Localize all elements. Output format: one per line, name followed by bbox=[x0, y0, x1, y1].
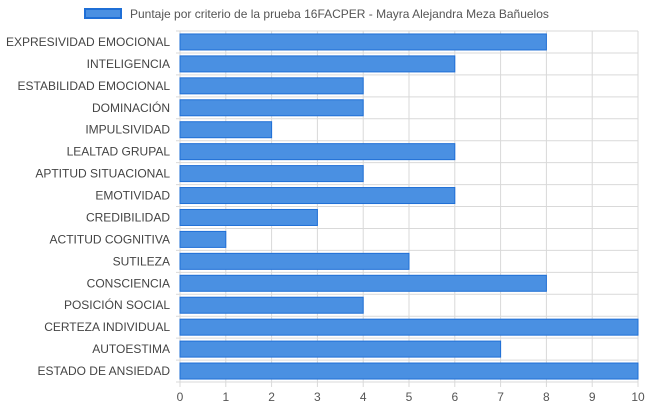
category-label: ESTABILIDAD EMOCIONAL bbox=[18, 79, 171, 93]
x-tick-label: 5 bbox=[406, 390, 413, 404]
x-tick-label: 3 bbox=[314, 390, 321, 404]
category-label: LEALTAD GRUPAL bbox=[67, 145, 171, 159]
x-tick-label: 7 bbox=[497, 390, 504, 404]
x-tick-label: 8 bbox=[543, 390, 550, 404]
x-tick-label: 1 bbox=[222, 390, 229, 404]
category-label: CONSCIENCIA bbox=[87, 276, 170, 290]
bar bbox=[179, 296, 364, 314]
bar bbox=[179, 121, 273, 139]
bar bbox=[179, 340, 502, 358]
x-tick-label: 6 bbox=[451, 390, 458, 404]
bar bbox=[179, 77, 364, 95]
category-label: DOMINACIÓN bbox=[92, 100, 170, 115]
bar bbox=[179, 165, 364, 183]
category-label: EMOTIVIDAD bbox=[95, 189, 170, 203]
x-tick-label: 10 bbox=[631, 390, 645, 404]
x-tick-label: 2 bbox=[268, 390, 275, 404]
chart-legend[interactable]: Puntaje por criterio de la prueba 16FACP… bbox=[0, 6, 648, 24]
category-label: ESTADO DE ANSIEDAD bbox=[38, 364, 171, 378]
category-label: SUTILEZA bbox=[113, 254, 170, 268]
x-tick-label: 4 bbox=[360, 390, 367, 404]
legend-swatch bbox=[84, 8, 122, 19]
bar bbox=[179, 143, 456, 161]
bar bbox=[179, 55, 456, 73]
bar bbox=[179, 230, 227, 248]
bar bbox=[179, 99, 364, 117]
bar bbox=[179, 362, 639, 380]
bar bbox=[179, 208, 318, 226]
bar bbox=[179, 187, 456, 205]
x-tick-label: 0 bbox=[177, 390, 184, 404]
category-label: ACTITUD COGNITIVA bbox=[50, 232, 170, 246]
category-label: CERTEZA INDIVIDUAL bbox=[44, 320, 170, 334]
bar bbox=[179, 33, 547, 51]
bar bbox=[179, 274, 547, 292]
legend-label: Puntaje por criterio de la prueba 16FACP… bbox=[130, 7, 549, 21]
category-label: AUTOESTIMA bbox=[92, 342, 170, 356]
category-label: IMPULSIVIDAD bbox=[85, 123, 170, 137]
category-label: EXPRESIVIDAD EMOCIONAL bbox=[6, 35, 170, 49]
category-label: POSICIÓN SOCIAL bbox=[64, 297, 170, 312]
category-label: CREDIBILIDAD bbox=[86, 210, 170, 224]
bar bbox=[179, 252, 410, 270]
x-tick-label: 9 bbox=[589, 390, 596, 404]
category-label: APTITUD SITUACIONAL bbox=[35, 167, 170, 181]
category-label: INTELIGENCIA bbox=[87, 57, 170, 71]
bar bbox=[179, 318, 639, 336]
